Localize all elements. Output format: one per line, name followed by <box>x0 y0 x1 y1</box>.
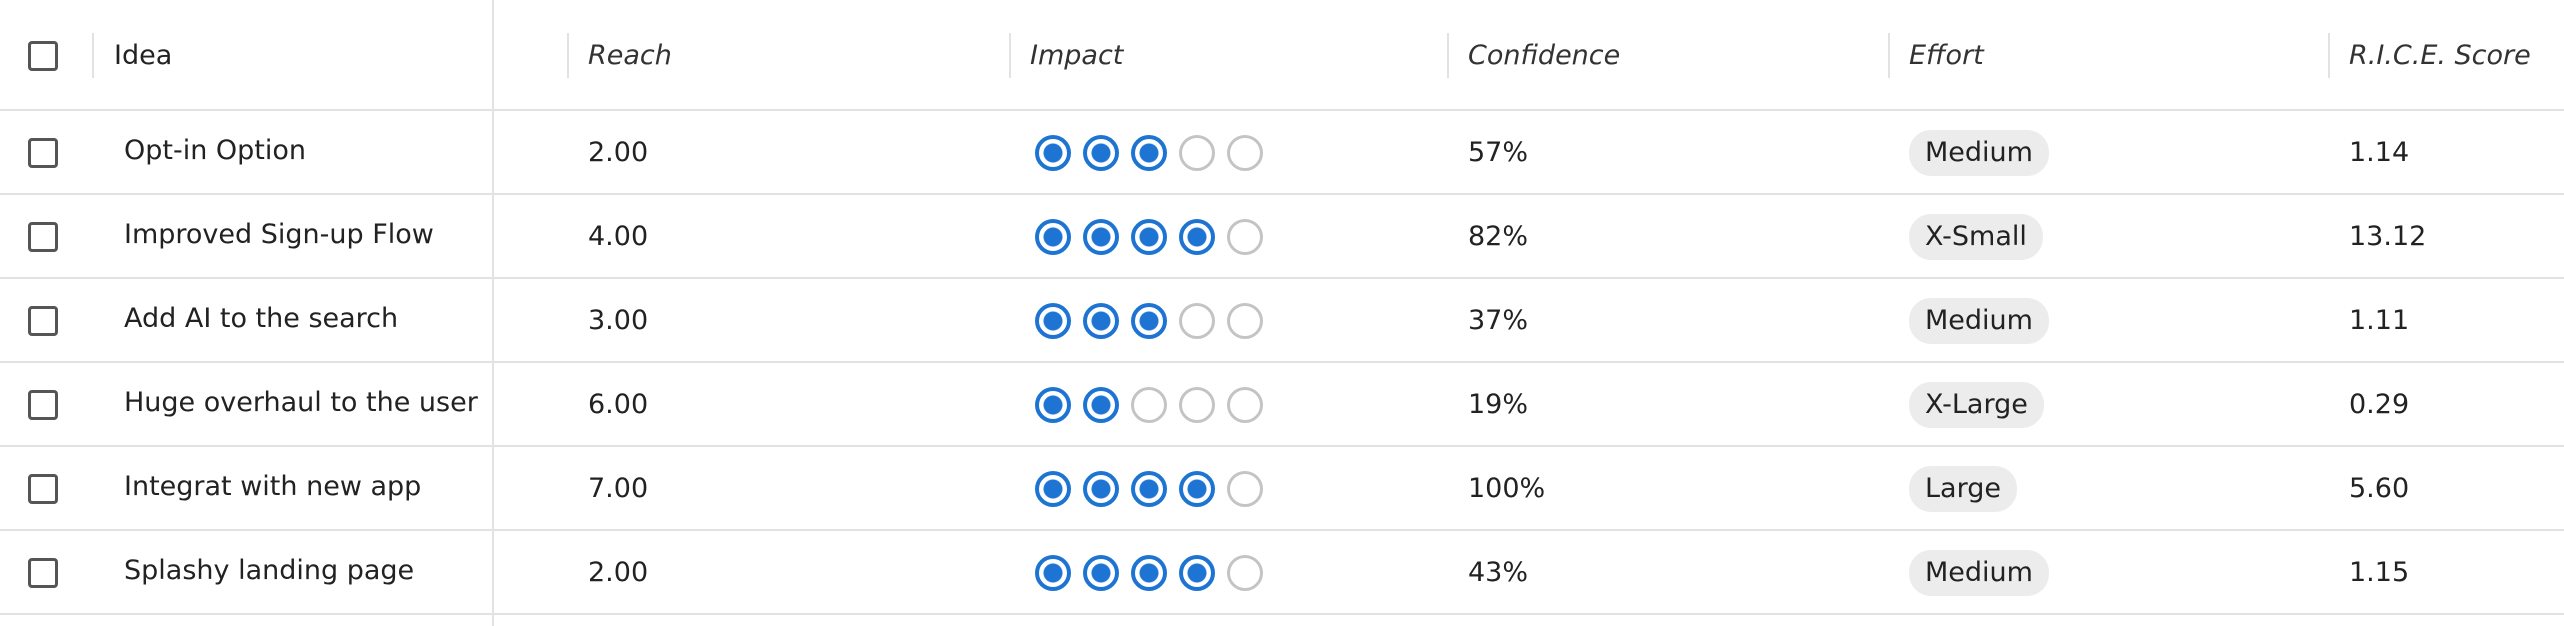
confidence: 82% <box>1468 221 1529 252</box>
reach: 2.00 <box>588 137 649 168</box>
score: 13.12 <box>2349 221 2427 252</box>
idea: Huge overhaul to the user <box>124 387 478 418</box>
impact-dot <box>1035 471 1071 507</box>
impact-dot <box>1131 303 1167 339</box>
score: 1.15 <box>2349 557 2410 588</box>
impact-dot <box>1131 471 1167 507</box>
row-line <box>0 613 2564 615</box>
impact-dot <box>1083 135 1119 171</box>
impact-dot <box>1131 219 1167 255</box>
effort-tag: Large <box>1909 466 2017 512</box>
reach: 7.00 <box>588 473 649 504</box>
effort-tag: X-Small <box>1909 214 2043 260</box>
divider <box>1009 33 1011 78</box>
score: 0.29 <box>2349 389 2410 420</box>
effort-tag: Medium <box>1909 298 2049 344</box>
row-checkbox[interactable] <box>28 138 58 168</box>
impact-dot <box>1035 303 1071 339</box>
column-header[interactable]: Impact <box>1030 39 1124 71</box>
impact-dot <box>1179 135 1215 171</box>
idea: Opt-in Option <box>124 135 307 166</box>
row-line <box>0 361 2564 363</box>
impact-dot <box>1179 555 1215 591</box>
impact-dot <box>1227 555 1263 591</box>
column-header[interactable]: Idea <box>114 39 173 71</box>
confidence: 37% <box>1468 305 1529 336</box>
impact-dot <box>1083 555 1119 591</box>
impact-dot <box>1179 387 1215 423</box>
impact-dot <box>1083 387 1119 423</box>
reach: 6.00 <box>588 389 649 420</box>
impact-dot <box>1035 387 1071 423</box>
reach: 4.00 <box>588 221 649 252</box>
impact-dot <box>1083 471 1119 507</box>
column-header[interactable]: Confidence <box>1468 39 1621 71</box>
row-line <box>0 109 2564 111</box>
impact-dot <box>1227 135 1263 171</box>
row-line <box>0 193 2564 195</box>
row-checkbox[interactable] <box>28 390 58 420</box>
impact-dot <box>1035 135 1071 171</box>
impact-dot <box>1035 555 1071 591</box>
divider <box>492 0 494 626</box>
impact-dot <box>1083 219 1119 255</box>
impact-dot <box>1179 471 1215 507</box>
impact-dot <box>1131 555 1167 591</box>
confidence: 100% <box>1468 473 1546 504</box>
row-line <box>0 277 2564 279</box>
divider <box>1447 33 1449 78</box>
impact-dot <box>1179 303 1215 339</box>
row-line <box>0 445 2564 447</box>
reach: 2.00 <box>588 557 649 588</box>
idea: Integrat with new app <box>124 471 422 502</box>
row-line <box>0 529 2564 531</box>
impact-dot <box>1131 135 1167 171</box>
effort-tag: Medium <box>1909 130 2049 176</box>
select-all-checkbox[interactable] <box>28 40 58 71</box>
idea: Add AI to the search <box>124 303 399 334</box>
divider <box>2328 33 2330 78</box>
column-header[interactable]: R.I.C.E. Score <box>2349 39 2531 71</box>
column-header[interactable]: Reach <box>588 39 672 71</box>
idea: Splashy landing page <box>124 555 415 586</box>
impact-dot <box>1227 219 1263 255</box>
confidence: 43% <box>1468 557 1529 588</box>
row-checkbox[interactable] <box>28 222 58 252</box>
divider <box>1888 33 1890 78</box>
confidence: 57% <box>1468 137 1529 168</box>
impact-dot <box>1227 303 1263 339</box>
impact-dot <box>1131 387 1167 423</box>
impact-dot <box>1035 219 1071 255</box>
impact-dot <box>1227 471 1263 507</box>
row-checkbox[interactable] <box>28 474 58 504</box>
row-checkbox[interactable] <box>28 306 58 336</box>
column-header[interactable]: Effort <box>1909 39 1984 71</box>
impact-dot <box>1227 387 1263 423</box>
score: 5.60 <box>2349 473 2410 504</box>
effort-tag: Medium <box>1909 550 2049 596</box>
reach: 3.00 <box>588 305 649 336</box>
idea: Improved Sign-up Flow <box>124 219 434 250</box>
row-checkbox[interactable] <box>28 558 58 588</box>
divider <box>92 33 94 78</box>
divider <box>567 33 569 78</box>
score: 1.14 <box>2349 137 2410 168</box>
confidence: 19% <box>1468 389 1529 420</box>
effort-tag: X-Large <box>1909 382 2044 428</box>
impact-dot <box>1083 303 1119 339</box>
score: 1.11 <box>2349 305 2410 336</box>
impact-dot <box>1179 219 1215 255</box>
